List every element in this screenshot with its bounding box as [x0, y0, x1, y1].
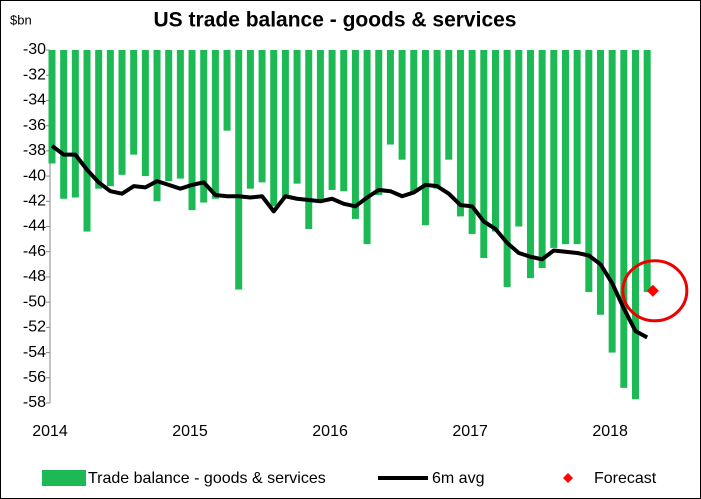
- chart-title: US trade balance - goods & services: [154, 9, 517, 32]
- bar: [71, 50, 79, 198]
- bar: [620, 50, 628, 388]
- bar: [95, 50, 103, 189]
- bar: [608, 50, 616, 353]
- bar: [270, 50, 278, 207]
- bar: [538, 50, 546, 269]
- y-tick-label: -48: [23, 268, 46, 285]
- bar: [316, 50, 324, 202]
- y-tick-label: -54: [23, 344, 46, 361]
- y-tick-label: -36: [23, 117, 46, 134]
- bar: [421, 50, 429, 226]
- y-tick-label: -42: [23, 193, 46, 210]
- bar: [235, 50, 243, 290]
- legend-swatch: [42, 470, 86, 486]
- bar: [83, 50, 91, 232]
- bar: [305, 50, 313, 230]
- bar: [165, 50, 173, 182]
- bar: [643, 50, 651, 293]
- bar: [375, 50, 383, 195]
- bar: [596, 50, 604, 315]
- bar: [363, 50, 371, 245]
- bar: [211, 50, 219, 199]
- bar: [60, 50, 68, 199]
- bar: [468, 50, 476, 235]
- bar: [398, 50, 406, 160]
- bar: [351, 50, 359, 219]
- bar: [410, 50, 418, 193]
- bar: [526, 50, 534, 279]
- bar: [340, 50, 348, 192]
- bar: [456, 50, 464, 217]
- bar: [258, 50, 266, 183]
- bar: [153, 50, 161, 202]
- bar: [445, 50, 453, 160]
- bar: [328, 50, 336, 190]
- legend-swatch: [563, 473, 573, 483]
- y-tick-label: -50: [23, 293, 46, 310]
- bar: [141, 50, 149, 177]
- highlight-circle: [621, 259, 689, 323]
- bar: [491, 50, 499, 232]
- bar: [573, 50, 581, 245]
- bar: [550, 50, 558, 248]
- bar: [188, 50, 196, 211]
- y-tick-label: -52: [23, 319, 46, 336]
- y-tick-label: -56: [23, 369, 46, 386]
- x-tick-label: 2018: [592, 423, 628, 440]
- bar: [176, 50, 184, 179]
- y-tick-label: -44: [23, 218, 46, 235]
- bar: [223, 50, 231, 131]
- bar: [480, 50, 488, 259]
- bar: [515, 50, 523, 227]
- y-tick-label: -32: [23, 66, 46, 83]
- bar: [632, 50, 639, 400]
- bar: [246, 50, 254, 189]
- y-tick-label: -30: [23, 41, 46, 58]
- bar: [561, 50, 569, 245]
- y-tick-label: -58: [23, 394, 46, 411]
- bar: [386, 50, 394, 145]
- y-tick-label: -34: [23, 92, 46, 109]
- line: [50, 144, 649, 340]
- forecast-point: [646, 284, 659, 297]
- bar: [585, 50, 593, 293]
- y-axis-label: $bn: [10, 12, 32, 27]
- x-tick-label: 2015: [172, 423, 208, 440]
- bar: [48, 50, 56, 164]
- bar: [293, 50, 301, 184]
- bar: [106, 50, 114, 187]
- bar: [118, 50, 126, 175]
- bar: [200, 50, 208, 203]
- legend-label: Trade balance - goods & services: [88, 470, 326, 487]
- bar: [503, 50, 511, 288]
- bar: [433, 50, 441, 189]
- x-tick-label: 2017: [452, 423, 488, 440]
- y-tick-label: -40: [23, 167, 46, 184]
- y-tick-label: -38: [23, 142, 46, 159]
- bar: [130, 50, 138, 155]
- legend-label: Forecast: [594, 470, 657, 487]
- bar: [281, 50, 289, 198]
- legend-label: 6m avg: [432, 470, 484, 487]
- x-tick-label: 2016: [312, 423, 348, 440]
- y-tick-label: -46: [23, 243, 46, 260]
- x-tick-label: 2014: [32, 423, 68, 440]
